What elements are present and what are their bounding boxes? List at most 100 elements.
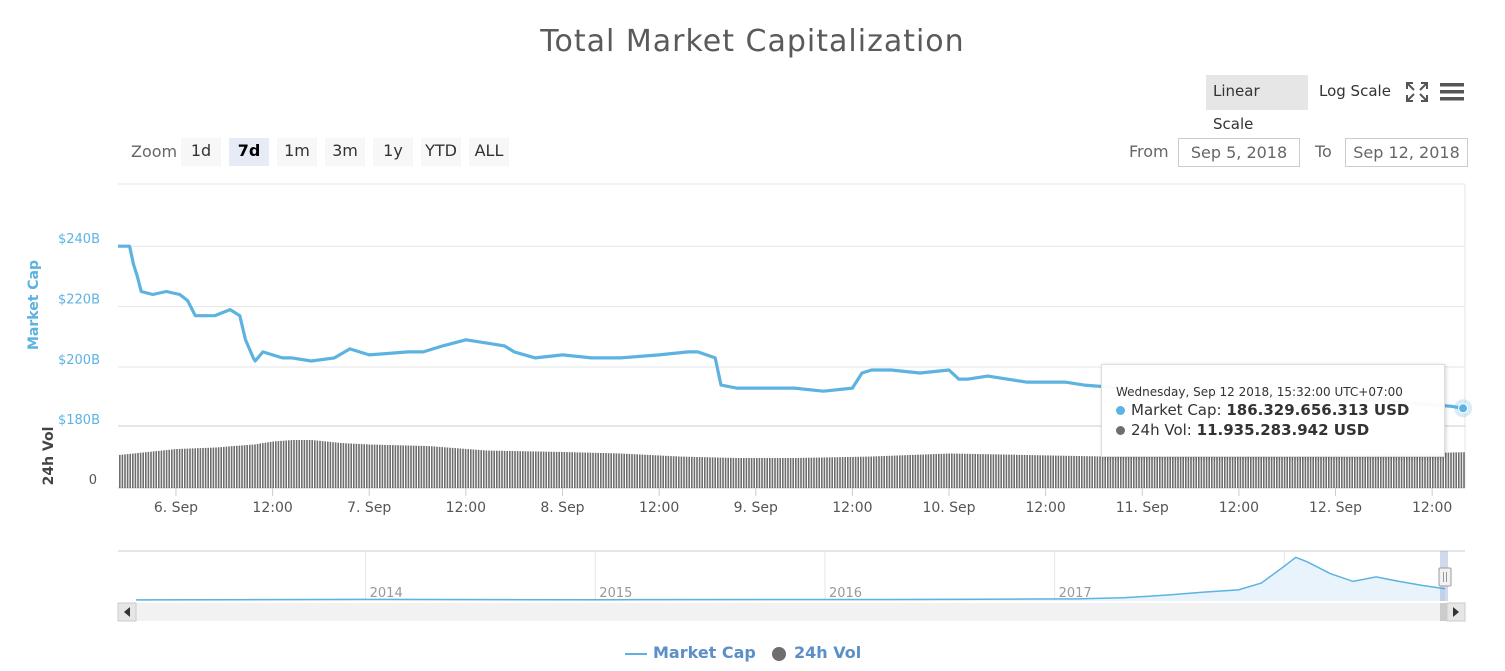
log-scale-button[interactable]: Log Scale (1319, 82, 1391, 100)
zoom-3m-button[interactable]: 3m (325, 138, 365, 166)
volume-bar (1302, 455, 1304, 488)
volume-bar (584, 452, 586, 488)
volume-bar (176, 449, 178, 488)
volume-bar (1411, 453, 1413, 488)
volume-bar (449, 447, 451, 488)
volume-bar (519, 451, 521, 488)
volume-bar (927, 454, 930, 488)
zoom-1d-button[interactable]: 1d (181, 138, 221, 166)
volume-bar (184, 448, 186, 488)
linear-scale-button[interactable]: Linear Scale (1206, 75, 1308, 133)
zoom-1y-button[interactable]: 1y (373, 138, 413, 166)
volume-bar (618, 453, 620, 488)
volume-bar (883, 456, 885, 488)
x-tick-label: 12:00 (832, 500, 872, 516)
volume-bar (782, 458, 784, 488)
volume-bar (1460, 452, 1463, 488)
volume-bar (1281, 456, 1283, 488)
volume-bar (1450, 452, 1452, 488)
fullscreen-icon[interactable] (1405, 81, 1429, 103)
volume-bar (688, 456, 690, 488)
volume-bar (230, 446, 233, 488)
volume-bar (529, 451, 532, 488)
legend-volume[interactable]: 24h Vol (772, 643, 861, 662)
volume-bar (1081, 456, 1083, 488)
volume-bar (1237, 456, 1239, 488)
volume-bar (272, 441, 274, 488)
volume-bar (990, 454, 992, 488)
volume-bar (160, 450, 163, 488)
volume-bar (1447, 452, 1450, 488)
volume-bar (1065, 455, 1067, 488)
volume-bar (1073, 455, 1075, 488)
volume-bar (1031, 455, 1034, 488)
to-date-input[interactable]: Sep 12, 2018 (1345, 138, 1468, 167)
volume-bar (1400, 453, 1403, 488)
zoom-ytd-button[interactable]: YTD (421, 138, 461, 166)
volume-bar (431, 446, 433, 488)
volume-bar (1343, 454, 1346, 488)
volume-bar (834, 457, 836, 488)
volume-bar (197, 448, 199, 488)
chart-title: Total Market Capitalization (540, 24, 965, 59)
legend-market-cap[interactable]: Market Cap (625, 643, 756, 662)
volume-bar (1257, 456, 1260, 488)
hamburger-menu-icon[interactable] (1439, 81, 1465, 103)
volume-bar (194, 448, 196, 488)
hover-halo (1454, 399, 1473, 418)
volume-bar (1133, 456, 1135, 488)
volume-bar (605, 453, 607, 488)
volume-bar (763, 458, 766, 488)
from-date-input[interactable]: Sep 5, 2018 (1178, 138, 1300, 167)
volume-bar (750, 458, 753, 488)
volume-bar (761, 458, 763, 488)
volume-bar (428, 446, 430, 488)
volume-bar (311, 440, 313, 488)
volume-bar (1354, 454, 1356, 488)
zoom-7d-button[interactable]: 7d (229, 138, 269, 166)
navigator-handle-icon (1438, 567, 1452, 587)
volume-bar (1276, 456, 1278, 488)
zoom-1m-button[interactable]: 1m (277, 138, 317, 166)
volume-bar (1330, 455, 1333, 488)
volume-bar (1234, 456, 1236, 488)
volume-bar (503, 450, 506, 488)
volume-bar (1229, 456, 1231, 488)
volume-bar (415, 445, 417, 488)
volume-bar (1179, 456, 1182, 488)
volume-bar (943, 453, 945, 488)
volume-bar (1361, 454, 1364, 488)
zoom-all-button[interactable]: ALL (469, 138, 509, 166)
volume-bar (407, 445, 410, 488)
volume-bar (1086, 456, 1088, 488)
volume-bar (852, 456, 854, 488)
volume-bar (795, 458, 797, 488)
volume-bar (425, 446, 428, 488)
volume-bar (202, 448, 204, 488)
volume-bar (379, 444, 381, 488)
volume-bar (145, 452, 147, 488)
volume-bar (1317, 455, 1320, 488)
volume-bar (1419, 453, 1421, 488)
x-tick-label: 12:00 (252, 500, 292, 516)
volume-bar (446, 447, 449, 488)
volume-bar (1437, 452, 1439, 488)
volume-bar (532, 451, 534, 488)
volume-bar (1463, 452, 1465, 488)
volume-bar (969, 453, 971, 488)
volume-bar (173, 449, 176, 488)
volume-bar (1216, 456, 1218, 488)
navigator-tick-label: 2017 (1059, 586, 1092, 601)
volume-bar (155, 451, 157, 488)
volume-bar (324, 441, 326, 488)
volume-bar (306, 440, 308, 488)
volume-bar (1291, 455, 1294, 488)
volume-bar (210, 447, 212, 488)
volume-bar (139, 452, 142, 488)
y2-tick-label: 0 (89, 473, 97, 488)
volume-bar (1458, 452, 1460, 488)
volume-bar (714, 457, 716, 488)
volume-bar (1200, 456, 1203, 488)
volume-bar (1416, 453, 1418, 488)
volume-bar (662, 455, 664, 488)
